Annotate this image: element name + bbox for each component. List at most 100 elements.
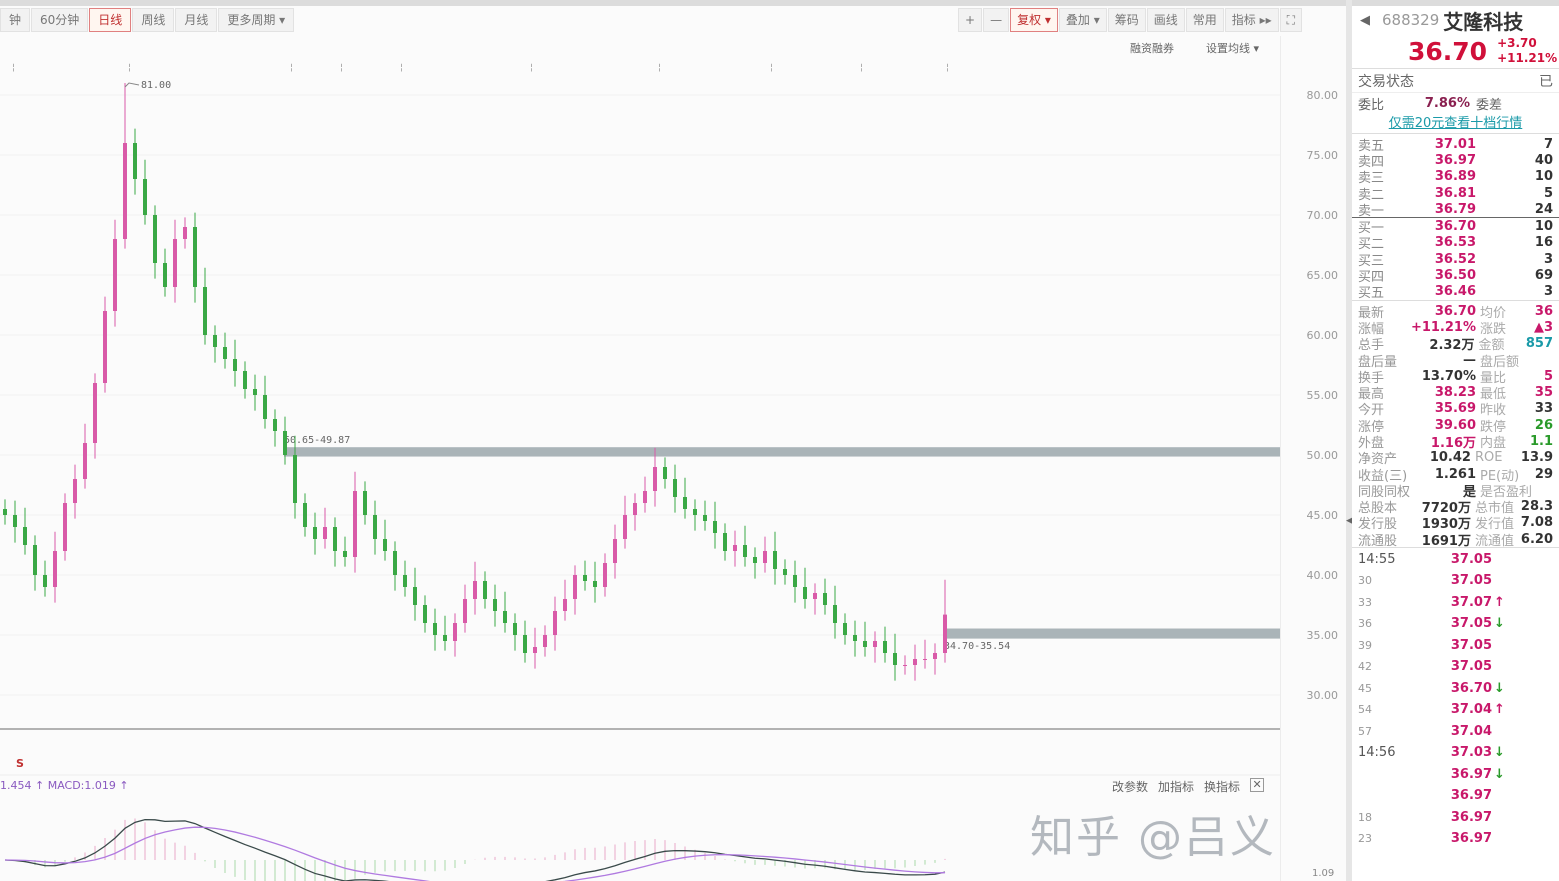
ratio-diff-label: 委差 (1476, 98, 1503, 113)
tick-row: 54 37.04 ↑ (1352, 699, 1559, 721)
candle-body (353, 491, 357, 557)
period-tab[interactable]: 周线 (132, 8, 175, 32)
candle-body (673, 479, 677, 497)
candle-body (423, 605, 427, 623)
candle-body (683, 497, 687, 509)
add-indicator-button[interactable]: 加指标 (1158, 780, 1195, 794)
tick-price: 36.97 (1450, 809, 1492, 825)
candle-body (283, 431, 287, 455)
candle-body (153, 215, 157, 263)
chart-tool-button[interactable]: 叠加 ▾ (1058, 8, 1107, 32)
stat-label: 最高 (1358, 387, 1385, 403)
panel-divider[interactable] (1346, 0, 1352, 881)
tick-price: 37.04 (1450, 723, 1492, 739)
chart-tool-button[interactable]: + (958, 8, 983, 32)
collapse-handle-icon[interactable]: ◀ (1346, 516, 1353, 526)
tick-time: 14:56 (1358, 745, 1396, 761)
ratio-value: 7.86% (1424, 96, 1470, 111)
stat-label: 内盘 (1480, 436, 1507, 451)
tick-price: 37.04 (1450, 702, 1492, 718)
stat-value: 1.1 (1529, 433, 1553, 449)
candle-body (523, 635, 527, 653)
tick-row: 57 37.04 (1352, 720, 1559, 742)
event-marker: ¦ (530, 63, 533, 73)
candle-body (383, 539, 387, 551)
level-volume: 69 (1534, 268, 1553, 284)
chart-tool-button[interactable]: 复权 ▾ (1010, 8, 1058, 32)
chart-tool-button[interactable]: ⛶ (1279, 8, 1303, 32)
candle-body (573, 575, 577, 599)
candle-body (333, 527, 337, 551)
stats-row: 外盘 1.16万 内盘 1.1 (1352, 433, 1559, 451)
stat-label: 涨停 (1358, 419, 1385, 435)
level-price: 36.97 (1434, 152, 1476, 168)
set-ma-dropdown[interactable]: 设置均线 ▾ (1206, 42, 1260, 55)
stat-value: 是 (1462, 484, 1476, 500)
chart-tool-button[interactable]: 画线 (1146, 8, 1185, 32)
price-change-pct: +11.21% (1497, 51, 1558, 65)
period-tab[interactable]: 钟 (0, 8, 31, 32)
candle-body (443, 635, 447, 641)
candle-body (823, 593, 827, 605)
chart-tool-button[interactable]: — (983, 8, 1010, 32)
tick-row: 18 36.97 (1352, 806, 1559, 828)
tick-time: 54 (1358, 703, 1372, 717)
candle-body (403, 575, 407, 587)
stat-label: 发行股 (1358, 517, 1398, 533)
stat-value: 7.08 (1520, 515, 1553, 531)
back-arrow-icon[interactable]: ◀ (1360, 12, 1370, 28)
y-tick-label: 35.00 (1307, 629, 1339, 642)
tick-row: 23 36.97 (1352, 828, 1559, 850)
price-change: +3.70 (1497, 36, 1537, 50)
candle-body (373, 515, 377, 539)
candle-body (863, 641, 867, 647)
stat-label: 是否盈利 (1480, 484, 1533, 500)
candle-body (43, 575, 47, 587)
period-tab[interactable]: 月线 (175, 8, 218, 32)
candle-body (883, 641, 887, 653)
candle-body (23, 527, 27, 545)
stat-label: 同股同权 (1358, 484, 1411, 500)
margin-trading-button[interactable]: 融资融券 (1130, 42, 1174, 55)
stock-code: 688329 (1382, 11, 1440, 29)
candle-body (933, 653, 937, 659)
tick-price: 36.97 (1450, 831, 1492, 847)
period-tab[interactable]: 更多周期 ▾ (218, 8, 295, 32)
switch-indicator-button[interactable]: 换指标 (1204, 780, 1241, 794)
chart-tool-button[interactable]: 筹码 (1107, 8, 1146, 32)
close-icon[interactable]: ✕ (1250, 778, 1265, 792)
price-box: 36.70 +3.70 +11.21% (1352, 34, 1559, 68)
stat-label: 最新 (1358, 305, 1385, 321)
period-tab[interactable]: 60分钟 (31, 8, 89, 32)
stat-label: ROE (1474, 450, 1503, 466)
stat-label: 换手 (1358, 370, 1385, 386)
chart-tool-button[interactable]: 常用 (1185, 8, 1224, 32)
stat-label: 发行值 (1474, 517, 1514, 533)
chart-tool-button[interactable]: 指标 ▸▸ (1224, 8, 1279, 32)
stat-label: 均价 (1480, 305, 1507, 321)
stats-row: 净资产 10.42 ROE 13.9 (1352, 450, 1559, 467)
arrow-down-icon: ↓ (1494, 616, 1505, 632)
stats-row: 最高 38.23 最低 35 (1352, 384, 1559, 403)
stat-value: 2.32万 (1429, 338, 1475, 354)
y-tick-label: 45.00 (1307, 509, 1339, 522)
stat-label: 收益(三) (1358, 468, 1408, 484)
stat-label: 盘后量 (1358, 354, 1398, 370)
candle-body (903, 665, 907, 666)
level2-promo-link[interactable]: 仅需20元查看十档行情 (1352, 114, 1559, 134)
tick-time: 33 (1358, 595, 1372, 609)
candle-body (173, 239, 177, 287)
period-tab[interactable]: 日线 (89, 8, 132, 32)
edit-params-button[interactable]: 改参数 (1112, 780, 1149, 794)
tick-row: 14:56 37.03 ↓ (1352, 742, 1559, 764)
stat-value: 13.70% (1421, 368, 1476, 384)
macd-label: S 1.454 ↑ MACD:1.019 ↑ (0, 757, 129, 792)
candle-body (133, 143, 137, 179)
candle-body (513, 623, 517, 635)
tick-price: 36.97 (1450, 766, 1492, 782)
y-tick-label: 40.00 (1307, 569, 1339, 582)
stats-row: 总股本 7720万 总市值 28.3 (1352, 499, 1559, 516)
stat-label: 量比 (1480, 370, 1507, 386)
kline-chart[interactable]: 80.00 75.00 70.00 65.00 60.00 55.00 50.00 45.00… (0, 0, 1346, 881)
time-and-sales: 14:55 37.05 30 37.05 33 37.07 ↑ 36 37.05 ↓ 39 37.05… (1352, 548, 1559, 849)
